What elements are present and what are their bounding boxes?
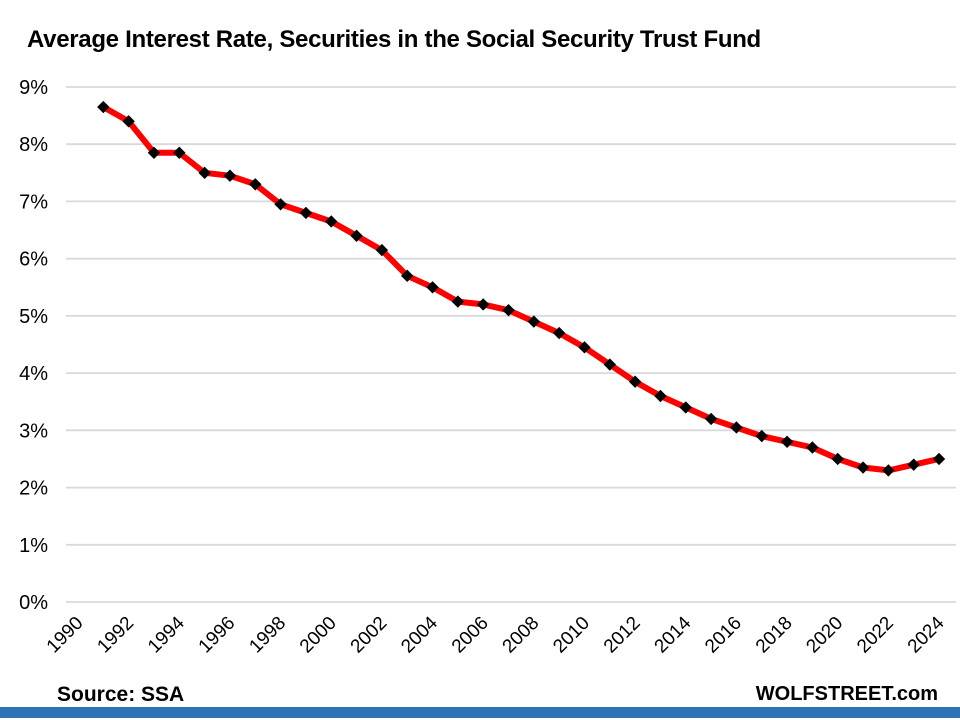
data-point-marker (578, 341, 591, 354)
data-point-marker (173, 146, 186, 160)
y-tick-label: 9% (19, 77, 48, 99)
data-point-marker (831, 452, 844, 466)
data-point-marker (603, 358, 617, 371)
data-point-marker (907, 458, 920, 471)
source-label: Source: SSA (57, 683, 185, 706)
data-point-marker (679, 401, 692, 414)
data-point-marker (628, 375, 642, 388)
y-tick-label: 2% (19, 478, 48, 500)
brand-label: WOLFSTREET.com (755, 683, 938, 705)
x-tick-label: 1992 (93, 613, 138, 658)
data-point-marker (730, 421, 743, 434)
data-point-marker (856, 461, 870, 474)
x-tick-label: 1996 (195, 613, 240, 658)
x-tick-label: 2002 (347, 613, 392, 658)
data-point-marker (426, 281, 439, 294)
data-point-marker (274, 198, 287, 211)
data-series-line (100, 104, 942, 474)
data-point-marker (704, 412, 718, 426)
x-tick-label: 2022 (853, 613, 898, 658)
x-tick-label: 1990 (43, 613, 88, 658)
x-tick-label: 2024 (904, 612, 949, 657)
data-point-marker (299, 206, 313, 220)
data-point-marker (375, 243, 389, 257)
data-point-marker (780, 435, 794, 448)
data-point-marker (882, 464, 895, 477)
x-tick-label: 2010 (549, 613, 594, 658)
x-tick-label: 2008 (499, 613, 544, 658)
data-point-marker (147, 146, 161, 160)
y-tick-label: 7% (19, 191, 48, 213)
data-point-marker (198, 166, 211, 180)
data-point-marker (122, 115, 135, 128)
chart-title: Average Interest Rate, Securities in the… (27, 26, 761, 53)
data-point-marker (806, 441, 819, 454)
y-tick-label: 8% (19, 134, 48, 156)
y-tick-label: 1% (19, 535, 48, 557)
y-tick-label: 0% (19, 592, 48, 614)
data-point-marker (654, 389, 667, 403)
data-point-marker (755, 429, 768, 443)
y-tick-label: 5% (19, 306, 48, 328)
x-tick-label: 2018 (752, 613, 797, 658)
y-tick-label: 6% (19, 249, 48, 271)
y-tick-label: 3% (19, 420, 48, 442)
data-point-marker (527, 315, 541, 328)
x-tick-label: 2000 (296, 613, 341, 658)
data-point-marker (97, 100, 110, 114)
data-point-marker (932, 452, 946, 466)
x-tick-label: 2014 (651, 612, 696, 657)
data-point-marker (249, 178, 262, 191)
x-tick-label: 2012 (600, 613, 645, 658)
data-point-marker (223, 169, 237, 182)
data-point-marker (476, 298, 490, 311)
data-point-marker (350, 229, 363, 242)
x-tick-label: 1994 (144, 612, 189, 657)
x-tick-label: 2006 (448, 613, 493, 658)
data-point-marker (401, 269, 414, 283)
data-point-marker (502, 303, 515, 317)
brand-bar (0, 707, 960, 718)
data-point-marker (552, 326, 566, 340)
x-tick-label: 2016 (701, 613, 746, 658)
data-point-marker (451, 295, 465, 308)
x-tick-label: 2004 (397, 612, 442, 657)
x-tick-label: 1998 (245, 613, 290, 658)
x-tick-label: 2020 (802, 613, 847, 658)
data-point-marker (325, 215, 338, 228)
y-tick-label: 4% (19, 363, 48, 385)
